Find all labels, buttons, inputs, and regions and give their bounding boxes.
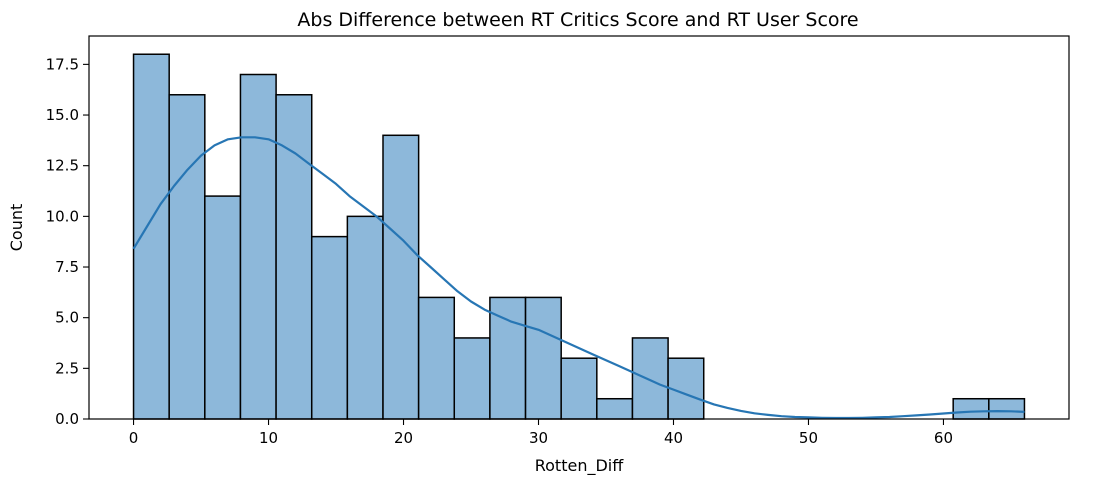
y-tick-label: 5.0 bbox=[55, 309, 79, 327]
y-tick-label: 2.5 bbox=[55, 359, 79, 377]
y-tick-label: 12.5 bbox=[46, 157, 79, 175]
x-tick-label: 20 bbox=[394, 429, 413, 447]
histogram-bar bbox=[204, 195, 242, 420]
histogram-bar bbox=[489, 296, 527, 420]
histogram-bar bbox=[417, 296, 456, 420]
kde-line bbox=[132, 136, 1025, 420]
x-tick-label: 30 bbox=[529, 429, 548, 447]
y-tick-label: 7.5 bbox=[55, 258, 79, 276]
y-tick-label: 15.0 bbox=[46, 106, 79, 124]
x-tick-label: 40 bbox=[664, 429, 683, 447]
histogram-bar bbox=[524, 296, 562, 420]
bars-group bbox=[132, 53, 1026, 420]
histogram-bar bbox=[952, 397, 990, 420]
plot-frame bbox=[88, 35, 1070, 420]
chart-title: Abs Difference between RT Critics Score … bbox=[297, 9, 858, 31]
y-tick-label: 10.0 bbox=[46, 207, 79, 225]
histogram-bar bbox=[988, 397, 1026, 420]
histogram-bar bbox=[560, 357, 598, 420]
histogram-bar bbox=[631, 337, 669, 420]
x-axis-label: Rotten_Diff bbox=[535, 456, 624, 476]
histogram-bar bbox=[382, 134, 420, 420]
x-tick-label: 0 bbox=[129, 429, 139, 447]
histogram-bar bbox=[275, 94, 313, 420]
y-axis-label: Count bbox=[7, 204, 26, 252]
histogram-bar bbox=[310, 235, 349, 420]
histogram-bar bbox=[596, 397, 634, 420]
histogram-bar bbox=[453, 337, 491, 420]
y-axis: 0.0 2.5 5.0 7.5 10.0 12.5 15.0 17.5 bbox=[46, 55, 89, 428]
kde-group bbox=[132, 136, 1025, 420]
x-axis: 0 10 20 30 40 50 60 bbox=[129, 419, 953, 447]
x-tick-label: 60 bbox=[934, 429, 953, 447]
histogram-bar bbox=[346, 215, 384, 420]
histogram-bar bbox=[168, 94, 206, 420]
histogram-bar bbox=[239, 73, 277, 420]
histogram-bar bbox=[132, 53, 170, 420]
x-tick-label: 10 bbox=[259, 429, 278, 447]
y-tick-label: 17.5 bbox=[46, 55, 79, 73]
y-tick-label: 0.0 bbox=[55, 410, 79, 428]
x-tick-label: 50 bbox=[799, 429, 818, 447]
